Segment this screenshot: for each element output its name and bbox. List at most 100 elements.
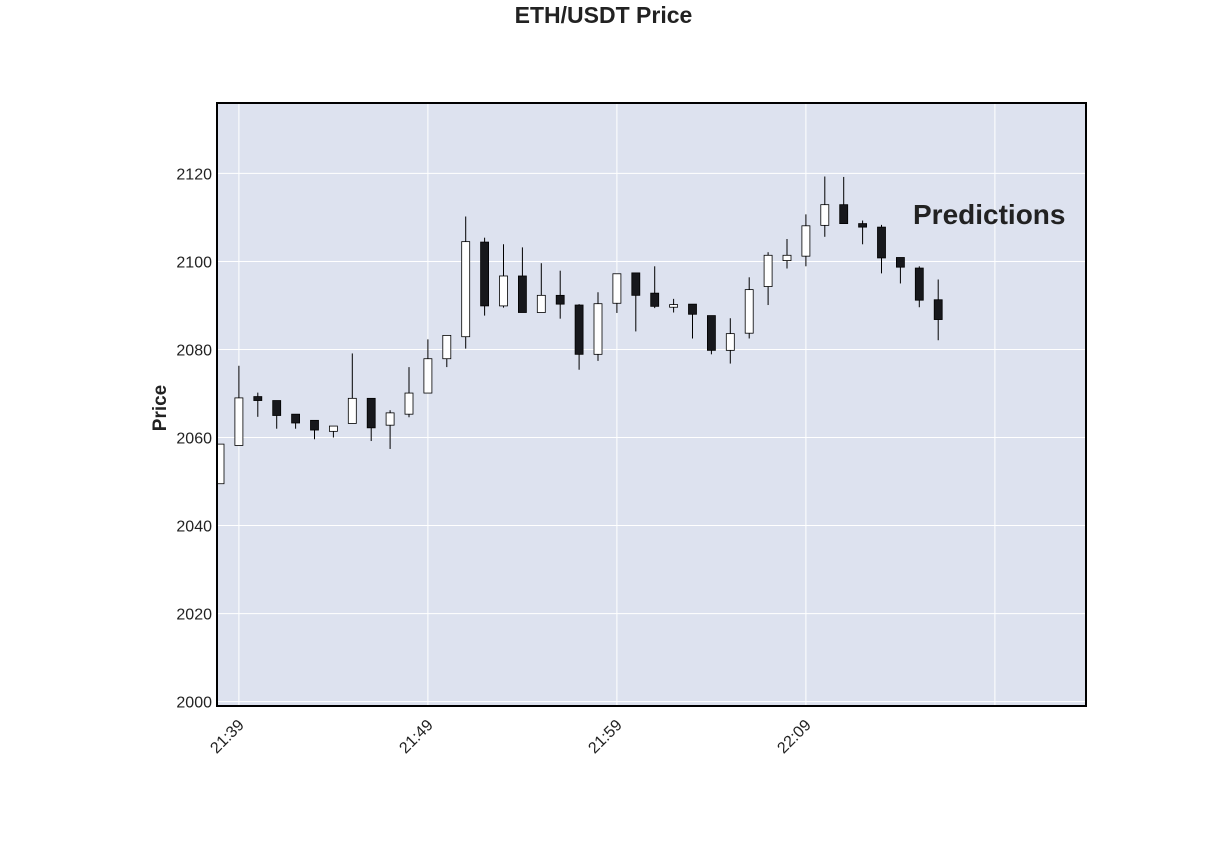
x-tick-labels: 21:39 21:49 21:59 22:09 bbox=[207, 717, 814, 757]
candles bbox=[216, 176, 943, 485]
candle-body-up bbox=[347, 397, 357, 424]
candle bbox=[820, 176, 830, 237]
candle bbox=[328, 425, 338, 438]
candle-body-up bbox=[801, 225, 811, 257]
candle-body-up bbox=[216, 443, 225, 485]
candle bbox=[442, 334, 452, 368]
y-tick-label: 2000 bbox=[176, 695, 212, 712]
candle-body-down bbox=[896, 257, 905, 268]
candle bbox=[555, 270, 565, 319]
candle bbox=[593, 292, 603, 361]
candle-body-up bbox=[404, 392, 414, 415]
candle bbox=[366, 397, 376, 442]
candle-body-up bbox=[725, 333, 735, 351]
candle-body-down bbox=[707, 315, 716, 351]
candle bbox=[763, 252, 773, 306]
candle bbox=[669, 298, 678, 313]
candle bbox=[801, 214, 811, 267]
x-gridlines bbox=[238, 103, 996, 706]
x-tick-label: 21:39 bbox=[207, 717, 247, 757]
candle-body-down bbox=[858, 223, 867, 228]
candle bbox=[253, 392, 263, 417]
x-tick-label: 22:09 bbox=[774, 717, 814, 757]
candle-body-up bbox=[612, 273, 622, 304]
candle bbox=[310, 419, 319, 440]
y-axis-label: Price bbox=[150, 385, 171, 431]
candle bbox=[234, 365, 244, 446]
y-tick-label: 2020 bbox=[176, 607, 212, 624]
candle-body-up bbox=[744, 289, 754, 334]
candle-body-down bbox=[480, 241, 490, 307]
chart-title: ETH/USDT Price bbox=[514, 2, 693, 28]
candle-body-down bbox=[291, 413, 301, 424]
candle bbox=[725, 318, 735, 364]
candle bbox=[744, 277, 754, 339]
candle-body-up bbox=[763, 254, 773, 287]
candle-body-down bbox=[253, 396, 263, 401]
candle-body-up bbox=[820, 204, 830, 226]
candle-body-up bbox=[782, 254, 792, 261]
candle-body-up bbox=[461, 241, 471, 338]
candle bbox=[272, 400, 282, 429]
candle bbox=[877, 224, 886, 274]
candle bbox=[612, 273, 622, 313]
candle bbox=[574, 304, 584, 370]
candle-body-up bbox=[499, 275, 508, 307]
plot-background bbox=[217, 103, 1086, 706]
candle-body-up bbox=[442, 334, 452, 360]
candle-body-down bbox=[914, 267, 924, 301]
candle-body-down bbox=[366, 397, 376, 429]
candle-body-down bbox=[310, 419, 319, 431]
y-gridlines bbox=[217, 172, 1086, 703]
y-tick-label: 2120 bbox=[176, 166, 212, 183]
candle-body-up bbox=[536, 294, 546, 313]
candle bbox=[914, 266, 924, 308]
candle bbox=[216, 443, 225, 485]
plot-frame bbox=[216, 102, 1087, 707]
candle bbox=[782, 239, 792, 269]
y-tick-label: 2040 bbox=[176, 519, 212, 536]
candle-body-up bbox=[423, 358, 433, 394]
candle-body-up bbox=[669, 304, 678, 308]
candle bbox=[688, 303, 697, 339]
candle bbox=[896, 257, 905, 284]
candle bbox=[423, 339, 433, 394]
candle bbox=[385, 410, 395, 449]
candle bbox=[631, 272, 641, 332]
y-tick-label: 2060 bbox=[176, 431, 212, 448]
candle bbox=[480, 237, 490, 316]
candle-body-down bbox=[877, 226, 886, 259]
candle bbox=[461, 216, 471, 349]
candle-body-up bbox=[385, 412, 395, 426]
predictions-annotation: Predictions bbox=[913, 199, 1065, 230]
candle-body-down bbox=[688, 303, 697, 315]
candle bbox=[858, 220, 867, 245]
candle bbox=[291, 413, 301, 429]
candle-body-down bbox=[555, 294, 565, 305]
candle bbox=[499, 244, 508, 308]
candle bbox=[347, 353, 357, 424]
candle bbox=[518, 247, 527, 313]
candle-body-down bbox=[839, 204, 849, 224]
candle-body-up bbox=[328, 425, 338, 432]
x-tick-label: 21:49 bbox=[396, 717, 436, 757]
candle-body-down bbox=[650, 292, 660, 307]
candle-body-down bbox=[631, 272, 641, 296]
y-tick-labels: 2000 2020 2040 2060 2080 2100 2120 bbox=[176, 166, 212, 711]
candle-body-down bbox=[272, 400, 282, 416]
candle-body-down bbox=[933, 299, 943, 320]
candle bbox=[404, 367, 414, 418]
candle-body-down bbox=[574, 304, 584, 355]
candle bbox=[933, 279, 943, 341]
x-tick-label: 21:59 bbox=[585, 717, 625, 757]
candle bbox=[707, 315, 716, 355]
y-tick-label: 2080 bbox=[176, 342, 212, 359]
candle-body-up bbox=[593, 303, 603, 355]
candle bbox=[536, 263, 546, 313]
candle bbox=[650, 266, 660, 309]
candle-body-up bbox=[234, 397, 244, 446]
y-tick-label: 2100 bbox=[176, 254, 212, 271]
candle bbox=[839, 176, 849, 224]
candle-body-down bbox=[518, 275, 527, 313]
